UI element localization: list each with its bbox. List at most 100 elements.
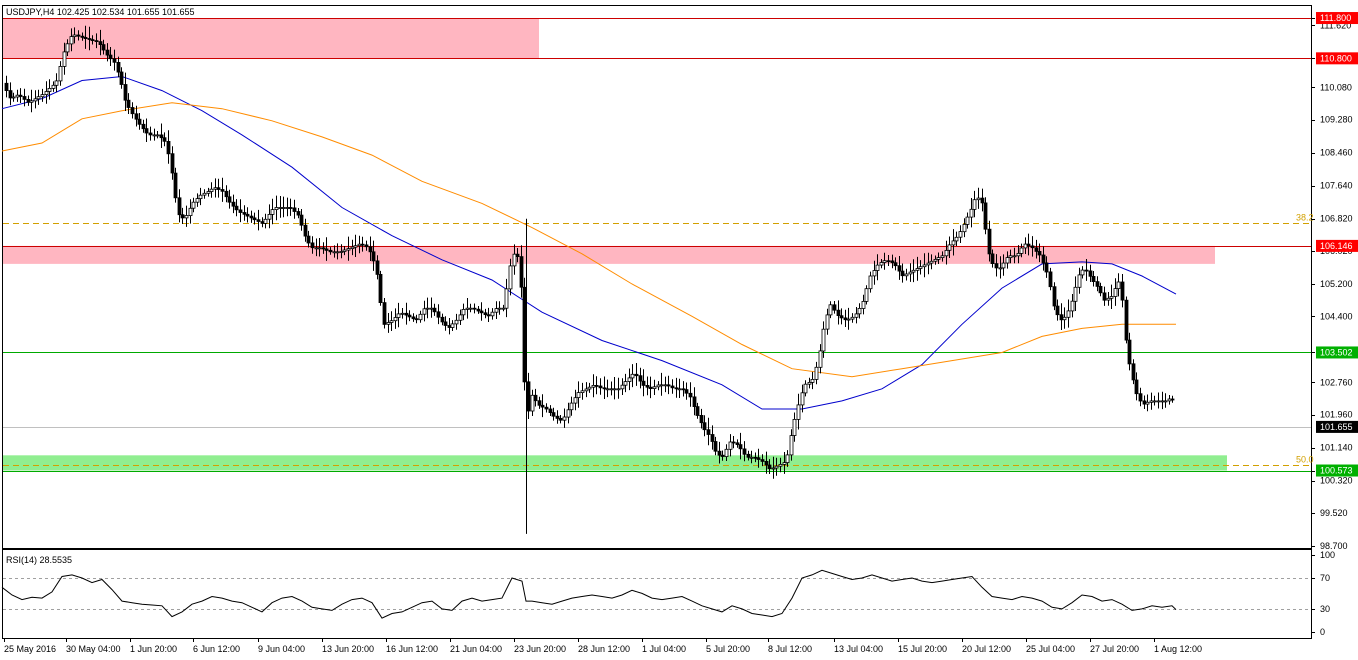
candle-down (220, 189, 225, 192)
candle-up (184, 215, 189, 219)
candle-down (720, 454, 725, 457)
y-tick-label: 106.820 (1320, 214, 1353, 224)
candle-up (724, 448, 729, 457)
candle-down (256, 219, 261, 222)
candle-down (641, 380, 646, 386)
candle-up (44, 91, 49, 95)
candle-down (436, 311, 441, 318)
candle-down (839, 315, 844, 319)
candle-down (990, 253, 995, 264)
candle-down (375, 260, 380, 275)
x-tick-label: 1 Aug 12:00 (1154, 644, 1202, 654)
zones-layer (3, 18, 1227, 471)
candle-down (170, 153, 175, 174)
candle-down (764, 460, 769, 466)
candle-down (162, 137, 167, 142)
candle-up (152, 134, 157, 137)
candle-up (659, 384, 664, 387)
y-tick-label: 101.960 (1320, 410, 1353, 420)
candle-down (1084, 269, 1089, 272)
fib-label-1: 50.0 (1296, 455, 1314, 465)
x-tick-label: 15 Jul 20:00 (898, 644, 947, 654)
candle-down (890, 260, 895, 264)
candle-down (368, 246, 373, 253)
candle-up (454, 319, 459, 325)
price-badge-2 (1316, 239, 1358, 252)
candle-down (22, 96, 27, 100)
candle-down (1095, 281, 1100, 287)
candle-down (310, 242, 315, 249)
candle-down (994, 263, 999, 269)
rsi-tick-label: 100 (1320, 550, 1335, 560)
candle-up (566, 409, 571, 418)
candle-up (972, 199, 977, 210)
candle-up (663, 384, 668, 387)
y-tick-label: 109.280 (1320, 115, 1353, 125)
candle-up (800, 392, 805, 406)
candle-down (836, 309, 841, 317)
candle-down (900, 270, 905, 277)
candle-up (350, 246, 355, 250)
candle-down (897, 265, 902, 272)
candle-down (177, 197, 182, 216)
x-tick-label: 21 Jun 04:00 (450, 644, 502, 654)
price-badge-label-4: 101.655 (1320, 422, 1353, 432)
candle-down (537, 400, 542, 406)
candle-down (440, 316, 445, 323)
rsi-title: RSI(14) 28.5535 (6, 555, 72, 565)
x-axis-ticks: 25 May 2016 30 May 04:00 1 Jun 20:00 6 Jun … (4, 638, 1202, 654)
candle-up (400, 312, 405, 315)
candle-down (224, 190, 229, 198)
candle-down (760, 459, 765, 462)
candle-up (263, 218, 268, 224)
candle-up (497, 307, 502, 310)
candle-down (324, 248, 329, 251)
candle-down (371, 251, 376, 262)
candle-down (123, 84, 128, 101)
x-tick-label: 5 Jul 20:00 (706, 644, 750, 654)
candle-down (602, 387, 607, 390)
candle-up (267, 213, 272, 220)
rsi-layer (1, 569, 1311, 619)
candle-up (29, 100, 34, 103)
x-tick-label: 28 Jun 12:00 (578, 644, 630, 654)
candle-up (195, 198, 200, 203)
candle-down (321, 247, 326, 250)
candle-up (1156, 400, 1161, 403)
chart-title: USDJPY,H4 102.425 102.534 101.655 101.65… (6, 7, 195, 17)
candle-up (861, 300, 866, 309)
candle-down (767, 464, 772, 469)
candle-down (648, 386, 653, 390)
candle-up (616, 388, 621, 391)
candle-down (173, 172, 178, 199)
candle-up (749, 456, 754, 459)
candle-down (242, 212, 247, 215)
candle-up (468, 307, 473, 310)
candle-up (789, 435, 794, 456)
candle-up (584, 388, 589, 392)
candle-up (1113, 288, 1118, 297)
candle-up (490, 311, 495, 317)
candle-up (965, 216, 970, 225)
candle-down (288, 207, 293, 209)
candle-up (58, 66, 63, 82)
candle-up (335, 251, 340, 254)
candle-down (1091, 275, 1096, 282)
candle-up (1016, 252, 1021, 257)
candle-up (40, 94, 45, 98)
candle-up (796, 404, 801, 420)
candle-down (738, 444, 743, 450)
candle-up (332, 251, 337, 254)
candle-down (83, 37, 88, 40)
candle-up (818, 350, 823, 368)
candle-up (627, 377, 632, 382)
y-tick-label: 105.200 (1320, 279, 1353, 289)
candle-down (1037, 250, 1042, 256)
candle-down (260, 221, 265, 224)
candle-up (580, 390, 585, 393)
candle-up (825, 314, 830, 330)
candle-down (234, 205, 239, 211)
candle-up (908, 271, 913, 275)
candle-up (386, 322, 391, 325)
candle-up (1149, 400, 1154, 403)
